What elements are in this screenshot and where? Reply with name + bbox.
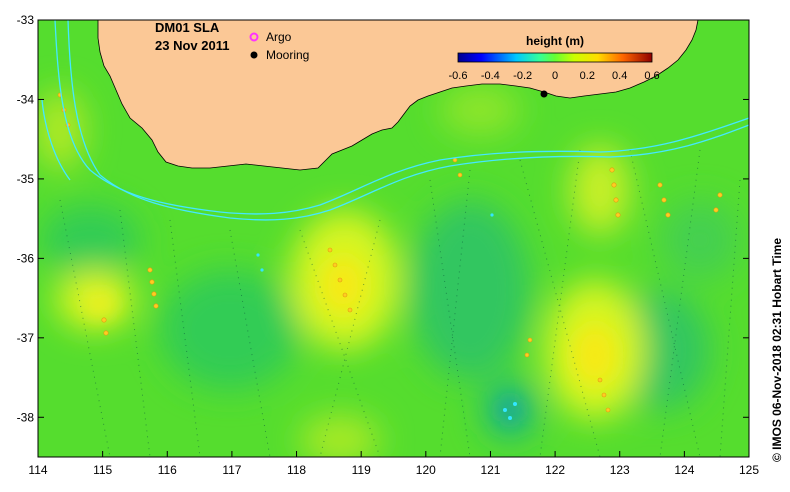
x-tick-label: 121 [480, 463, 500, 477]
x-axis: 114 115 116 117 118 119 120 121 122 123 124 125 [28, 451, 759, 477]
x-tick-label: 114 [28, 463, 47, 477]
mooring-marker [540, 90, 548, 98]
y-tick-label: -36 [17, 251, 35, 265]
colorbar-tick-label: 0.4 [612, 70, 627, 82]
colorbar-bar [457, 52, 653, 63]
x-tick-label: 118 [287, 463, 306, 477]
colorbar-tick-label: -0.4 [481, 70, 500, 82]
colorbar-tick-label: -0.6 [449, 70, 468, 82]
plot-frame [37, 19, 750, 458]
colorbar-tick-label: 0.2 [580, 70, 595, 82]
y-tick-label: -33 [17, 13, 35, 27]
y-tick-label: -37 [17, 331, 35, 345]
cyan-track-dots [256, 213, 517, 420]
x-tick-label: 125 [739, 463, 759, 477]
colorbar-title: height (m) [526, 34, 584, 48]
shelf-contours [41, 20, 749, 221]
sla-field [38, 20, 749, 457]
x-tick-label: 123 [610, 463, 630, 477]
colorbar-tick-label: -0.2 [513, 70, 532, 82]
x-tick-label: 119 [352, 463, 371, 477]
y-tick-label: -38 [17, 410, 35, 424]
x-tick-label: 116 [158, 463, 177, 477]
colorbar-ticks: -0.6 -0.4 -0.2 0 0.2 0.4 0.6 [449, 70, 660, 82]
map-date: 23 Nov 2011 [155, 38, 229, 53]
mooring-legend-label: Mooring [266, 48, 309, 62]
map-legend: Argo Mooring [249, 30, 309, 62]
x-tick-label: 120 [416, 463, 436, 477]
colorbar-tick-label: 0.6 [644, 70, 659, 82]
imos-credit: © IMOS 06-Nov-2018 02:31 Hobart Time [770, 238, 784, 462]
colorbar: height (m) -0.6 -0.4 -0.2 0 0.2 0.4 0.6 [449, 34, 660, 82]
colorbar-tick-label: 0 [552, 70, 558, 82]
x-tick-label: 122 [545, 463, 565, 477]
mooring-legend-icon [250, 51, 258, 59]
x-tick-label: 117 [222, 463, 241, 477]
y-axis: -33 -34 -35 -36 -37 -38 [17, 13, 749, 424]
y-tick-label: -34 [17, 92, 35, 106]
x-tick-label: 115 [93, 463, 112, 477]
satellite-track-dots [59, 149, 741, 457]
y-tick-label: -35 [17, 172, 35, 186]
argo-legend-icon [249, 32, 259, 42]
x-tick-label: 124 [674, 463, 694, 477]
argo-legend-label: Argo [266, 30, 292, 44]
map-title: DM01 SLA [155, 20, 220, 35]
